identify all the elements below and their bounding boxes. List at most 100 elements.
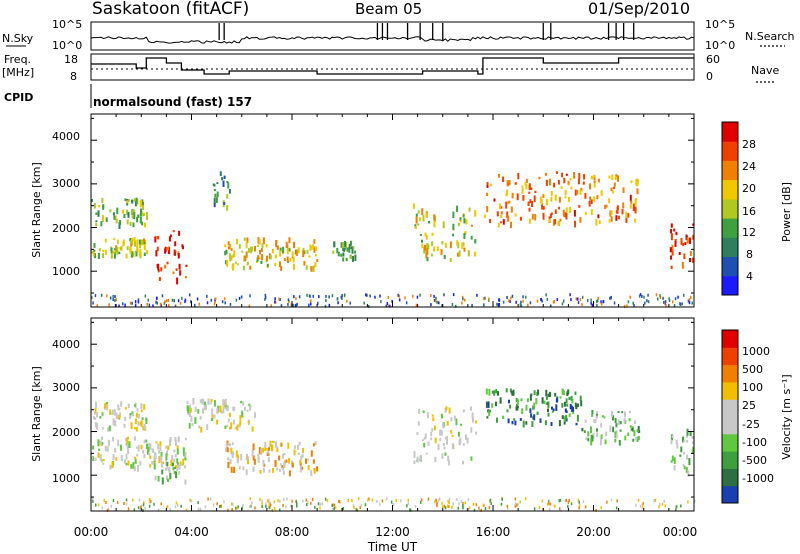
heat-cell (137, 464, 139, 472)
near-range-cell (137, 298, 140, 302)
heat-cell (549, 213, 552, 218)
heat-cell (529, 394, 532, 401)
heat-cell (562, 390, 565, 396)
near-range-cell (448, 505, 450, 508)
near-range-cell (198, 302, 200, 306)
heat-cell (93, 243, 96, 248)
heat-cell (416, 432, 419, 435)
heat-cell (206, 424, 209, 430)
near-range-cell (125, 502, 128, 506)
xtick-1200: 12:00 (375, 525, 410, 539)
heat-cell (579, 395, 582, 401)
near-range-cell (548, 507, 551, 511)
heat-cell (533, 390, 536, 395)
heat-cell (550, 196, 553, 202)
cpid-label: CPID (4, 91, 33, 104)
near-range-cell (387, 295, 390, 299)
nave-tick-top: 60 (706, 53, 720, 66)
heat-cell (207, 399, 210, 405)
heat-cell (669, 247, 672, 253)
near-range-cell (164, 300, 166, 304)
near-range-cell (107, 507, 110, 511)
heat-cell (576, 189, 579, 195)
colorbar-swatch (722, 275, 738, 296)
heat-cell (136, 446, 139, 449)
near-range-cell (134, 300, 137, 304)
near-range-cell (181, 296, 183, 300)
freq-tick-bottom: 8 (70, 70, 77, 83)
near-range-cell (127, 507, 130, 511)
near-range-cell (434, 500, 436, 504)
heat-cell (183, 452, 186, 457)
heat-cell (313, 468, 316, 471)
heat-cell (597, 178, 600, 183)
heat-cell (257, 453, 260, 461)
heat-cell (570, 395, 573, 401)
near-range-cell (561, 302, 564, 306)
heat-cell (281, 453, 284, 459)
heat-cell (673, 465, 676, 471)
near-range-cell (105, 501, 107, 504)
heat-cell (342, 257, 345, 262)
heat-cell (132, 462, 135, 469)
near-range-cell (550, 304, 552, 308)
heat-cell (486, 206, 489, 213)
heat-cell (136, 239, 139, 247)
heat-cell (593, 175, 596, 181)
heat-cell (230, 255, 233, 261)
near-range-cell (436, 300, 438, 304)
near-range-cell (448, 501, 450, 505)
heat-cell (506, 409, 509, 413)
heat-cell (514, 182, 517, 185)
heat-cell (134, 456, 137, 460)
heat-cell (526, 398, 529, 403)
near-range-cell (442, 505, 444, 509)
heat-cell (266, 448, 269, 451)
near-range-cell (137, 300, 140, 304)
heat-cell (595, 219, 598, 226)
near-range-cell (407, 502, 410, 506)
near-range-cell (514, 502, 517, 506)
near-range-cell (138, 498, 141, 502)
heat-cell (448, 459, 451, 466)
heat-cell (133, 465, 136, 472)
heat-cell (251, 426, 254, 432)
near-range-cell (398, 294, 401, 298)
heat-cell (158, 277, 161, 281)
heat-cell (93, 203, 96, 209)
near-range-cell (615, 506, 618, 510)
heat-cell (126, 443, 129, 449)
heat-cell (596, 428, 598, 432)
heat-cell (142, 449, 145, 454)
heat-cell (565, 173, 568, 176)
heat-cell (599, 438, 602, 446)
heat-cell (244, 407, 246, 411)
heat-cell (614, 431, 617, 439)
near-range-cell (146, 302, 148, 306)
heat-cell (451, 434, 454, 437)
near-range-cell (514, 497, 517, 501)
heat-cell (577, 403, 579, 408)
heat-cell (194, 406, 197, 412)
near-range-cell (567, 501, 570, 504)
heat-cell (260, 248, 263, 252)
heat-cell (178, 471, 181, 475)
heat-cell (528, 191, 531, 194)
heat-cell (631, 427, 634, 431)
near-range-cell (438, 301, 440, 305)
power-ytick-4000: 4000 (52, 130, 80, 143)
near-range-cell (148, 504, 151, 508)
near-range-cell (160, 502, 162, 506)
near-range-cell (609, 296, 611, 300)
heat-cell (160, 451, 163, 457)
near-range-cell (92, 301, 94, 305)
heat-cell (634, 218, 637, 223)
near-range-cell (273, 500, 276, 504)
heat-cell (174, 241, 177, 247)
heat-cell (117, 439, 120, 447)
heat-cell (433, 246, 436, 252)
heat-cell (569, 177, 572, 181)
heat-cell (157, 476, 160, 482)
heat-cell (685, 234, 688, 240)
heat-cell (139, 241, 142, 249)
